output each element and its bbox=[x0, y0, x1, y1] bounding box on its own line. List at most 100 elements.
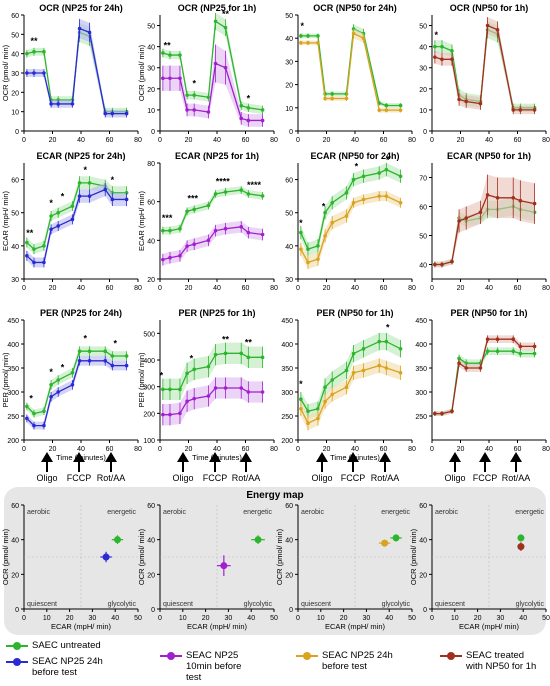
data-point bbox=[25, 51, 29, 56]
series-line bbox=[434, 24, 535, 111]
data-point bbox=[168, 255, 172, 260]
legend-label: SEAC treated with NP50 for 1h bbox=[466, 650, 537, 672]
x-tick-label: 0 bbox=[158, 137, 162, 144]
data-point bbox=[77, 181, 82, 185]
data-point bbox=[351, 351, 356, 356]
legend-swatch bbox=[6, 641, 28, 651]
legend-swatch bbox=[6, 657, 28, 667]
data-point bbox=[49, 102, 53, 106]
y-tick-label: 30 bbox=[11, 71, 19, 78]
y-tick-label: 400 bbox=[415, 342, 427, 349]
data-point bbox=[511, 337, 516, 342]
x-tick-label: 0 bbox=[430, 446, 434, 453]
data-point bbox=[440, 411, 444, 416]
y-tick-label: 60 bbox=[11, 503, 19, 510]
x-tick-label: 60 bbox=[514, 285, 522, 292]
x-tick-label: 80 bbox=[270, 285, 278, 292]
y-tick-label: 10 bbox=[285, 106, 293, 113]
data-point bbox=[206, 394, 211, 398]
y-tick-label: 60 bbox=[147, 200, 155, 207]
data-point bbox=[32, 423, 36, 428]
data-point bbox=[70, 204, 75, 208]
data-point bbox=[330, 96, 335, 101]
significance-marker: * bbox=[29, 394, 33, 404]
fccp-arrow: FCCP bbox=[470, 452, 500, 483]
data-point bbox=[299, 230, 303, 235]
x-tick-label: 0 bbox=[158, 615, 162, 622]
data-point bbox=[213, 228, 218, 233]
data-point bbox=[398, 371, 403, 375]
y-tick-label: 0 bbox=[289, 129, 293, 136]
y-axis-label: OCR (pmol/ min) bbox=[1, 528, 10, 585]
data-point bbox=[77, 359, 82, 363]
quadrant-label-aerobic: aerobic bbox=[301, 509, 324, 516]
y-tick-label: 10 bbox=[11, 110, 19, 117]
y-tick-label: 0 bbox=[15, 129, 19, 136]
x-tick-label: 80 bbox=[134, 285, 142, 292]
quadrant-label-quiescent: quiescent bbox=[435, 601, 465, 608]
error-band bbox=[162, 342, 263, 400]
data-point bbox=[192, 108, 196, 112]
quadrant-label-glycolytic: glycolytic bbox=[516, 601, 545, 608]
fccp-label: FCCP bbox=[66, 473, 92, 483]
y-axis-label: OCR (pmol/ min) bbox=[1, 44, 10, 101]
oligo-arrow: Oligo bbox=[307, 452, 337, 483]
y-tick-label: 50 bbox=[419, 24, 427, 31]
data-point bbox=[103, 349, 108, 354]
x-tick-label: 0 bbox=[296, 137, 300, 144]
y-tick-label: 200 bbox=[7, 438, 19, 445]
data-point bbox=[518, 108, 523, 112]
y-tick-label: 40 bbox=[11, 538, 19, 545]
y-tick-label: 60 bbox=[285, 503, 293, 510]
fccp-label: FCCP bbox=[340, 473, 366, 483]
x-tick-label: 10 bbox=[179, 615, 187, 622]
data-point bbox=[168, 76, 172, 81]
data-point bbox=[316, 257, 320, 261]
data-point bbox=[299, 407, 303, 411]
x-tick-label: 20 bbox=[185, 446, 193, 453]
data-point bbox=[103, 111, 108, 116]
y-tick-label: 60 bbox=[419, 503, 427, 510]
data-point bbox=[330, 200, 335, 205]
legend-label: SAEC untreated bbox=[32, 640, 101, 651]
data-point bbox=[213, 352, 218, 357]
x-tick-label: 80 bbox=[408, 285, 416, 292]
data-point bbox=[518, 344, 523, 349]
data-point bbox=[495, 196, 500, 200]
x-tick-label: 80 bbox=[542, 446, 550, 453]
x-tick-label: 60 bbox=[514, 446, 522, 453]
data-point bbox=[223, 190, 228, 194]
data-point bbox=[306, 409, 310, 414]
y-tick-label: 30 bbox=[11, 277, 19, 284]
data-point bbox=[299, 34, 303, 38]
data-point bbox=[532, 344, 537, 349]
x-tick-label: 20 bbox=[185, 285, 193, 292]
y-tick-label: 50 bbox=[285, 211, 293, 218]
data-point bbox=[478, 366, 483, 370]
rotaa-label: Rot/AA bbox=[96, 473, 126, 483]
data-point bbox=[495, 349, 500, 354]
significance-marker: * bbox=[435, 30, 439, 40]
x-tick-label: 40 bbox=[213, 446, 221, 453]
data-point bbox=[323, 234, 327, 238]
significance-marker: * bbox=[113, 338, 117, 348]
y-tick-label: 70 bbox=[419, 176, 427, 183]
y-tick-label: 20 bbox=[285, 572, 293, 579]
data-point bbox=[32, 411, 36, 416]
chart-title: PER (NP25 for 1h) bbox=[178, 308, 255, 318]
data-point bbox=[377, 339, 382, 344]
x-tick-label: 0 bbox=[22, 137, 26, 144]
x-tick-label: 20 bbox=[474, 615, 482, 622]
data-point bbox=[239, 225, 244, 229]
oligo-label: Oligo bbox=[172, 473, 194, 483]
data-point bbox=[517, 543, 525, 551]
x-tick-label: 20 bbox=[49, 446, 57, 453]
data-point bbox=[384, 194, 389, 198]
data-point bbox=[464, 99, 469, 104]
y-tick-label: 50 bbox=[11, 211, 19, 218]
data-point bbox=[25, 254, 29, 258]
significance-marker: * bbox=[386, 323, 390, 333]
data-point bbox=[384, 108, 389, 112]
y-tick-label: 20 bbox=[147, 572, 155, 579]
y-tick-label: 60 bbox=[11, 13, 19, 20]
